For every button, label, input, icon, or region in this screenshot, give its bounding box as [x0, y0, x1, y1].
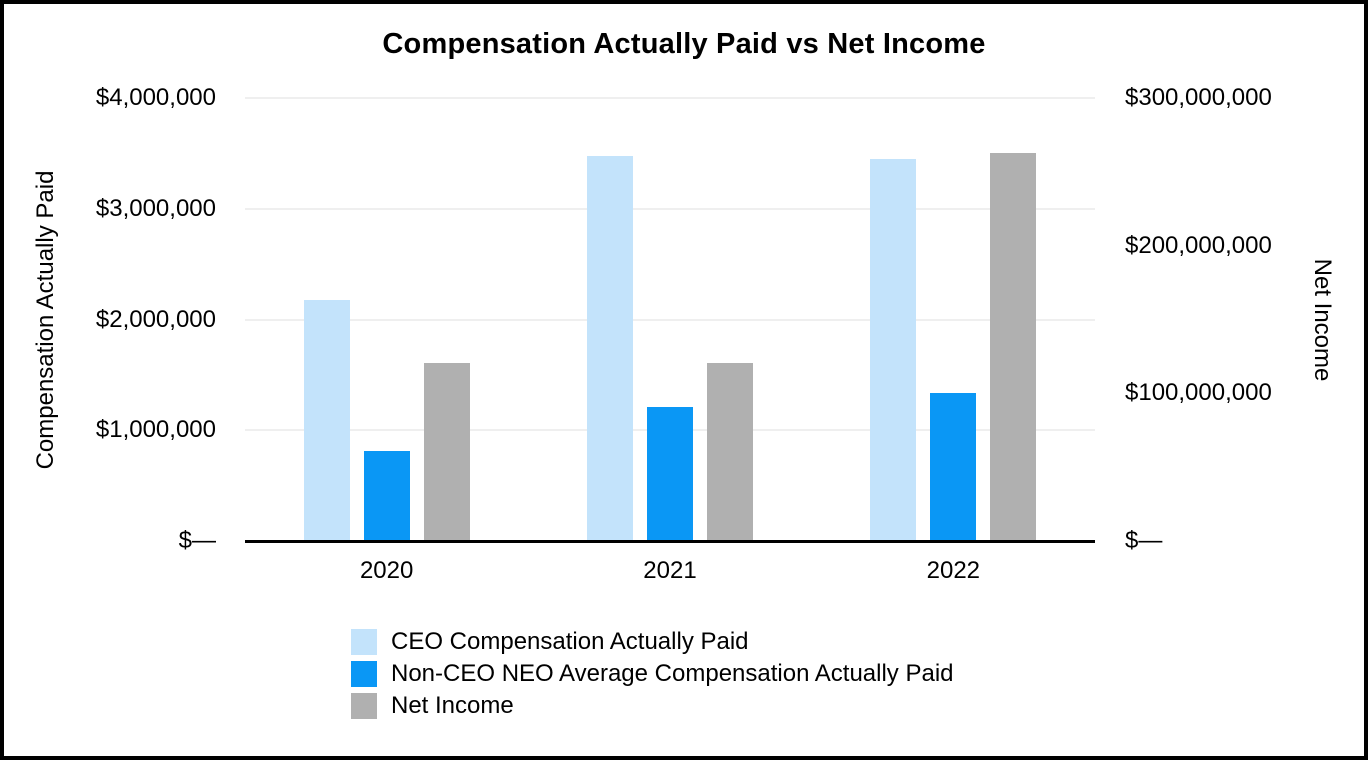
- left-axis-tick-label: $3,000,000: [95, 194, 216, 222]
- bar-ceo-compensation-actually-paid-2021: [587, 156, 633, 540]
- bar-ceo-compensation-actually-paid-2020: [303, 300, 350, 540]
- bar-ceo-compensation-actually-paid-2022: [870, 159, 917, 540]
- legend-swatch-net-income: [351, 693, 377, 719]
- x-axis-label-2022: 2022: [926, 557, 981, 584]
- bar-net-income-2020: [423, 363, 470, 540]
- gridline: [245, 207, 1095, 210]
- legend: CEO Compensation Actually Paid Non-CEO NE…: [351, 626, 954, 722]
- gridline: [245, 97, 1095, 99]
- legend-label: CEO Compensation Actually Paid: [391, 628, 749, 655]
- bar-net-income-2022: [990, 153, 1037, 540]
- right-axis-tick-label: $300,000,000: [1125, 84, 1272, 111]
- right-axis-tick-label: $100,000,000: [1125, 379, 1272, 407]
- legend-item-ceo-compensation-actually-paid: CEO Compensation Actually Paid: [351, 626, 954, 658]
- x-axis-label-2021: 2021: [643, 557, 697, 584]
- legend-item-non-ceo-neo-average-compensation-actually-paid: Non-CEO NEO Average Compensation Actuall…: [351, 658, 954, 690]
- legend-label: Net Income: [391, 692, 514, 719]
- bar-non-ceo-neo-average-compensation-actually-paid-2021: [647, 407, 693, 540]
- left-axis-tick-label: $4,000,000: [95, 84, 216, 111]
- left-axis-tick-label: $1,000,000: [95, 416, 216, 444]
- gridline: [245, 318, 1095, 321]
- right-axis-title: Net Income: [1309, 258, 1336, 382]
- legend-swatch-non-ceo-neo-average-compensation-actually-paid: [351, 661, 377, 687]
- left-axis-tick-label: $—: [178, 527, 216, 554]
- right-axis-tick-label: $200,000,000: [1125, 231, 1272, 259]
- legend-swatch-ceo-compensation-actually-paid: [351, 629, 377, 655]
- bar-non-ceo-neo-average-compensation-actually-paid-2022: [930, 393, 977, 540]
- legend-item-net-income: Net Income: [351, 690, 954, 722]
- plot-area: [245, 97, 1095, 543]
- x-axis-label-2020: 2020: [359, 557, 414, 584]
- bar-net-income-2021: [707, 363, 753, 540]
- bar-non-ceo-neo-average-compensation-actually-paid-2020: [363, 451, 410, 540]
- right-axis-tick-label: $—: [1125, 527, 1163, 554]
- chart-title: Compensation Actually Paid vs Net Income: [382, 28, 986, 60]
- legend-label: Non-CEO NEO Average Compensation Actuall…: [391, 660, 954, 687]
- left-axis-tick-label: $2,000,000: [95, 305, 216, 333]
- x-axis-line: [245, 540, 1095, 543]
